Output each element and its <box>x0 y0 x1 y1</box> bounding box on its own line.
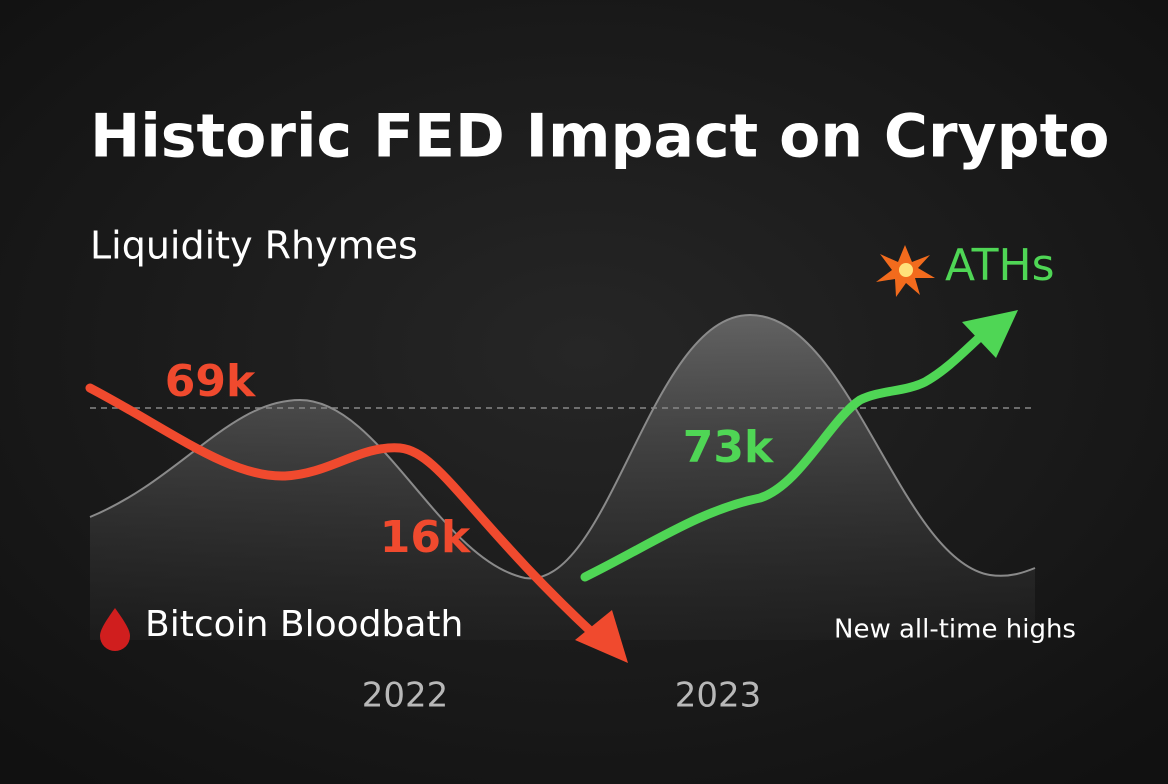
red-arrowhead <box>575 610 628 663</box>
period-label: 2022 <box>362 676 449 716</box>
green-trend <box>580 323 995 582</box>
liquidity-area <box>90 315 1035 640</box>
subtitle: Liquidity Rhymes <box>90 224 418 268</box>
aths-label: ATHs <box>945 240 1055 291</box>
callout-16k: 16k <box>380 512 472 563</box>
liquidity-curve <box>89 313 1036 580</box>
green-arrowhead <box>962 310 1018 358</box>
callout-73k: 73k <box>683 422 775 473</box>
caption-right: New all-time highs <box>834 615 1076 645</box>
title: Historic FED Impact on Crypto <box>90 102 1110 172</box>
caption-left: Bitcoin Bloodbath <box>145 604 463 645</box>
callout-69k: 69k <box>165 356 257 407</box>
burst-core <box>899 263 913 277</box>
period-label: 2023 <box>675 676 762 716</box>
red-trend <box>85 383 605 645</box>
drop-icon <box>100 608 130 651</box>
